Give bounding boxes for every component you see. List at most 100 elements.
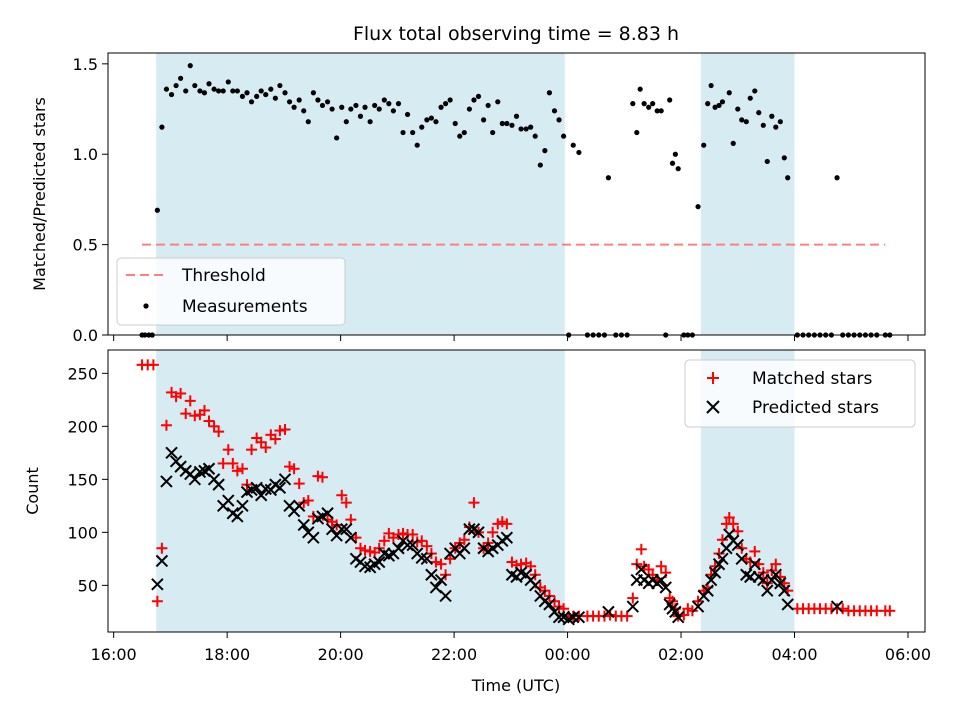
measurement-point bbox=[339, 104, 345, 110]
bottom-axes-frame bbox=[107, 349, 926, 633]
matched-star-point bbox=[147, 359, 159, 371]
predicted-star-point bbox=[439, 589, 452, 603]
measurement-point bbox=[630, 101, 636, 107]
measurement-point bbox=[428, 115, 434, 121]
top-legend: Threshold Measurements bbox=[116, 257, 346, 326]
matched-star-point bbox=[709, 560, 721, 572]
measurement-point bbox=[324, 99, 331, 105]
matched-star-point bbox=[213, 426, 225, 438]
measurement-point bbox=[230, 88, 236, 94]
measurement-point bbox=[410, 129, 416, 136]
measurement-point bbox=[296, 97, 302, 103]
predicted-star-point bbox=[659, 581, 672, 594]
measurement-point bbox=[712, 104, 718, 110]
x-tick-label: 02:00 bbox=[658, 645, 704, 664]
predicted-star-point bbox=[708, 566, 722, 579]
bottom-legend-box bbox=[684, 359, 916, 428]
measurement-point bbox=[513, 113, 520, 119]
matched-star-point bbox=[288, 463, 300, 475]
predicted-star-point bbox=[781, 598, 794, 611]
matched-star-point bbox=[458, 534, 470, 546]
measurement-point bbox=[424, 117, 430, 123]
y-tick-label: 50 bbox=[78, 576, 98, 595]
measurement-point bbox=[372, 102, 378, 109]
measurement-point bbox=[532, 133, 538, 139]
x-tick-label: 18:00 bbox=[204, 645, 250, 664]
measurement-point bbox=[438, 104, 444, 110]
measurement-point bbox=[537, 162, 543, 168]
measurement-point bbox=[773, 124, 779, 130]
predicted-star-point bbox=[307, 531, 320, 544]
measurement-point bbox=[504, 120, 510, 127]
predicted-star-point bbox=[222, 494, 235, 507]
measurement-point bbox=[499, 120, 505, 127]
measurement-point bbox=[667, 97, 673, 103]
measurement-point bbox=[777, 119, 783, 125]
measurement-point bbox=[305, 119, 311, 125]
bottom-y-axis-label: Count bbox=[23, 467, 42, 515]
predicted-star-point bbox=[236, 499, 249, 513]
legend-predicted-swatch bbox=[706, 400, 720, 414]
predicted-star-point bbox=[292, 499, 306, 513]
matched-star-point bbox=[444, 553, 456, 565]
measurement-point bbox=[163, 86, 170, 92]
top-x-ticks bbox=[113, 335, 909, 341]
measurement-point bbox=[225, 79, 231, 85]
x-tick-label: 04:00 bbox=[771, 645, 817, 664]
predicted-star-point bbox=[761, 584, 774, 597]
matched-star-point bbox=[723, 512, 735, 524]
measurement-point bbox=[159, 124, 165, 130]
measurement-point bbox=[634, 129, 640, 136]
measurement-point bbox=[523, 126, 529, 132]
matched-star-point bbox=[350, 532, 362, 544]
measurement-point bbox=[669, 160, 676, 166]
measurement-point bbox=[730, 140, 736, 146]
measurement-point bbox=[658, 108, 664, 114]
measurement-point bbox=[705, 101, 711, 107]
measurement-point bbox=[452, 120, 458, 127]
measurement-point bbox=[764, 158, 770, 165]
predicted-stars-points bbox=[151, 446, 844, 626]
matched-star-point bbox=[217, 457, 229, 469]
predicted-star-point bbox=[151, 578, 164, 591]
matched-star-point bbox=[621, 610, 633, 622]
predicted-star-point bbox=[254, 489, 268, 502]
legend-matched-swatch bbox=[707, 372, 719, 384]
predicted-star-point bbox=[626, 600, 640, 613]
matched-star-point bbox=[175, 387, 187, 399]
measurement-point bbox=[675, 166, 681, 172]
measurement-point bbox=[743, 119, 749, 125]
matched-star-point bbox=[246, 444, 258, 456]
top-axes-frame bbox=[107, 52, 926, 336]
y-tick-label: 150 bbox=[67, 470, 98, 489]
predicted-star-point bbox=[434, 573, 448, 587]
matched-star-point bbox=[468, 497, 480, 509]
measurement-points bbox=[139, 63, 893, 338]
bottom-y-ticks: 50 100 150 200 250 bbox=[67, 364, 108, 595]
predicted-star-point bbox=[635, 563, 648, 576]
matched-star-point bbox=[770, 558, 782, 570]
measurement-point bbox=[216, 88, 222, 94]
predicted-star-point bbox=[731, 538, 744, 552]
matched-star-point bbox=[269, 433, 281, 445]
measurement-point bbox=[376, 106, 382, 112]
measurement-point bbox=[834, 175, 840, 181]
top-legend-box bbox=[116, 257, 346, 326]
chart-title: Flux total observing time = 8.83 h bbox=[353, 23, 679, 45]
matched-star-point bbox=[160, 419, 172, 431]
measurement-point bbox=[442, 101, 449, 107]
predicted-star-point bbox=[278, 473, 292, 486]
predicted-star-point bbox=[701, 584, 714, 597]
measurement-point bbox=[708, 82, 714, 89]
measurement-point bbox=[201, 90, 208, 96]
measurement-point bbox=[471, 97, 477, 103]
predicted-star-point bbox=[273, 481, 287, 495]
predicted-star-point bbox=[344, 531, 358, 544]
measurement-point bbox=[739, 117, 745, 123]
predicted-star-point bbox=[704, 573, 718, 587]
measurement-point bbox=[433, 119, 439, 125]
matched-star-point bbox=[435, 558, 447, 570]
measurement-point bbox=[637, 86, 643, 92]
matched-star-point bbox=[655, 560, 667, 572]
